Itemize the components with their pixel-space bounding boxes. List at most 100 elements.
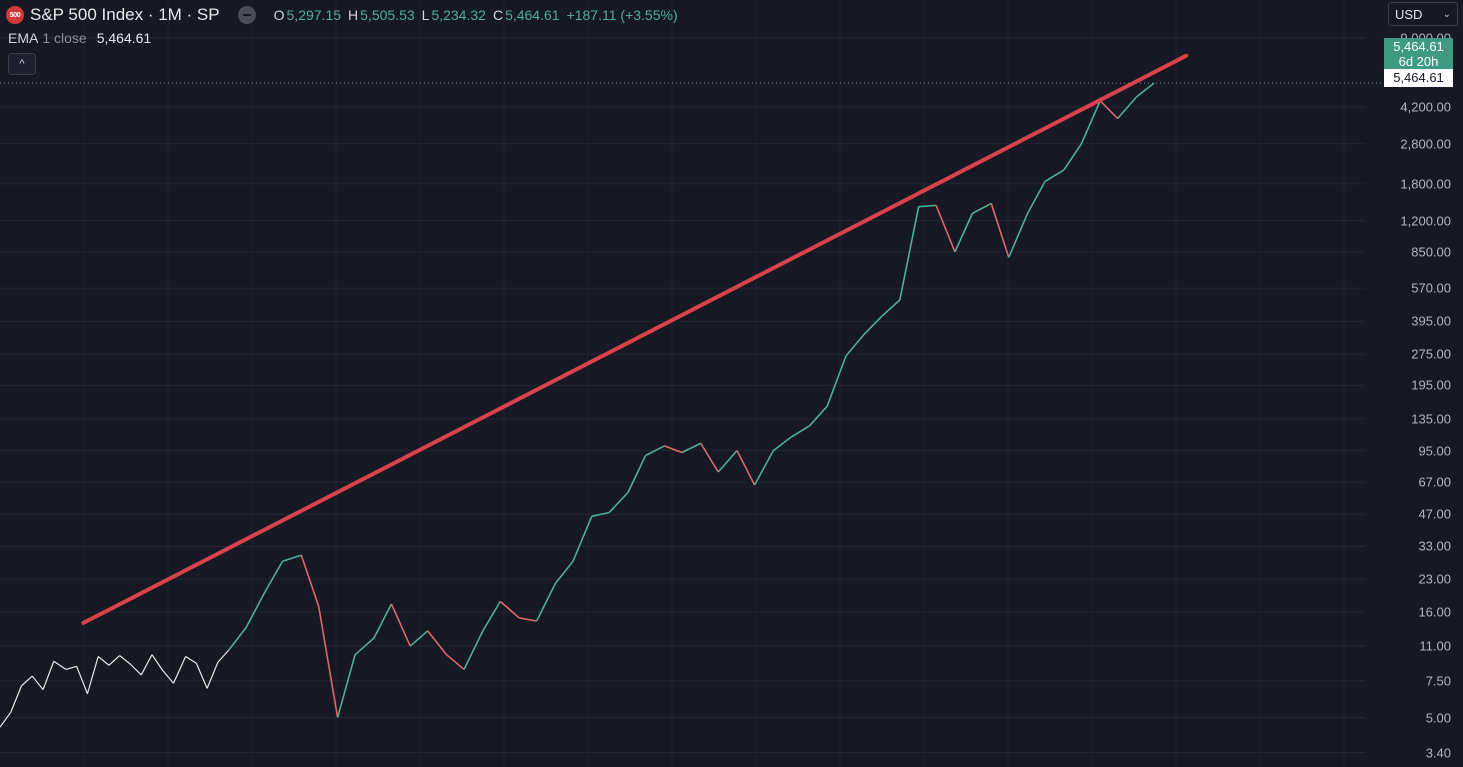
history-segment [119,655,131,665]
axis-tick-label: 3.40 [1425,745,1451,760]
axis-tick-label: 4,200.00 [1400,99,1451,115]
price-segment [409,630,429,647]
axis-tick-label: 275.00 [1411,346,1451,362]
history-segment [217,649,230,663]
history-segment [195,663,208,689]
history-segment [65,665,77,671]
history-segment [140,654,153,676]
minus-bar [242,14,251,16]
price-segment [790,425,811,438]
axis-tick-label: 47.00 [1418,506,1451,522]
chevron-up-icon: ^ [19,58,25,70]
history-segment [0,711,12,728]
price-segment [228,626,247,651]
axis-tick-label: 23.00 [1418,571,1451,587]
axis-tick-label: 570.00 [1411,280,1451,296]
history-segment [162,670,174,684]
price-segment [772,436,792,452]
currency-select[interactable]: USD ⌄ [1388,2,1458,26]
price-segment [245,591,266,628]
indicator-legend[interactable]: EMA 1 close 5,464.61 [8,30,151,46]
price-segment [390,603,411,647]
axis-tick-label: 1,800.00 [1400,176,1451,192]
indicator-value: 5,464.61 [96,30,152,46]
minus-icon[interactable] [237,6,256,24]
price-segment [809,405,828,427]
collapse-legend-button[interactable]: ^ [8,53,36,75]
price-segment [753,450,775,486]
change-value: +187.11 (+3.55%) [566,7,678,23]
chart-grid [0,0,1365,767]
price-segment [717,450,738,473]
price-segment [1044,169,1065,183]
indicator-params: 1 close [42,30,87,46]
history-segment [31,675,44,691]
price-segment [845,334,865,357]
price-segment [935,205,956,253]
trendline[interactable] [81,53,1189,625]
high-label: H [348,7,359,23]
open-label: O [273,7,285,23]
axis-tick-label: 2,800.00 [1400,136,1451,152]
axis-tick-label: 1,200.00 [1400,213,1451,229]
price-segment [1099,100,1119,120]
close-price-value: 5,464.61 [1393,70,1444,85]
price-segment [591,511,610,518]
price-segment [317,606,339,718]
price-segment [862,315,883,336]
price-segment [972,202,992,215]
history-segment [130,663,142,676]
history-segment [10,685,23,713]
history-segment [97,656,110,666]
price-segment [918,204,937,208]
price-segment [354,637,375,656]
axis-tick-label: 7.50 [1425,673,1451,689]
price-segment [627,455,647,493]
axis-tick-label: 11.00 [1419,638,1451,654]
high-value: 5,505.53 [360,7,415,23]
history-segment [53,660,67,670]
trendline-layer[interactable] [81,53,1189,625]
low-label: L [421,7,430,23]
close-price-badge: 5,464.61 [1384,69,1453,87]
axis-tick-label: 5.00 [1425,710,1451,726]
price-segment [736,450,756,486]
open-value: 5,297.15 [286,7,342,23]
price-segment [482,600,502,632]
history-segment [172,656,187,684]
price-segment [499,600,520,619]
history-segment [108,655,121,666]
axis-tick-label: 95.00 [1418,443,1451,459]
indicator-name: EMA [8,30,39,46]
history-segment [151,654,164,671]
symbol-title[interactable]: S&P 500 Index · 1M · SP [30,5,220,24]
price-segment [282,554,302,563]
history-segment [42,661,55,690]
price-segment [700,442,719,473]
low-value: 5,234.32 [431,7,486,23]
axis-tick-label: 33.00 [1418,538,1451,554]
price-segment [1136,82,1155,98]
close-label: C [492,7,504,23]
price-segment [535,582,557,622]
price-segment [554,560,574,584]
history-segment [86,656,99,694]
price-segment [336,654,356,718]
axis-tick-label: 195.00 [1411,377,1451,393]
axis-tick-label: 16.00 [1418,604,1451,620]
price-series [0,82,1155,728]
price-segment [463,630,484,670]
countdown-value: 6d 20h [1398,54,1439,69]
price-segment [681,442,702,454]
price-segment [1026,180,1046,214]
chevron-down-icon: ⌄ [1442,8,1451,20]
price-segment [300,554,320,607]
price-segment [572,516,593,562]
price-segment [519,617,537,622]
symbol-header: 500 S&P 500 Index · 1M · SP O 5,297.15 H… [6,4,683,26]
symbol-logo: 500 [6,6,24,24]
history-segment [76,666,88,694]
price-segment [1080,100,1101,145]
last-price-value: 5,464.61 [1393,39,1444,54]
